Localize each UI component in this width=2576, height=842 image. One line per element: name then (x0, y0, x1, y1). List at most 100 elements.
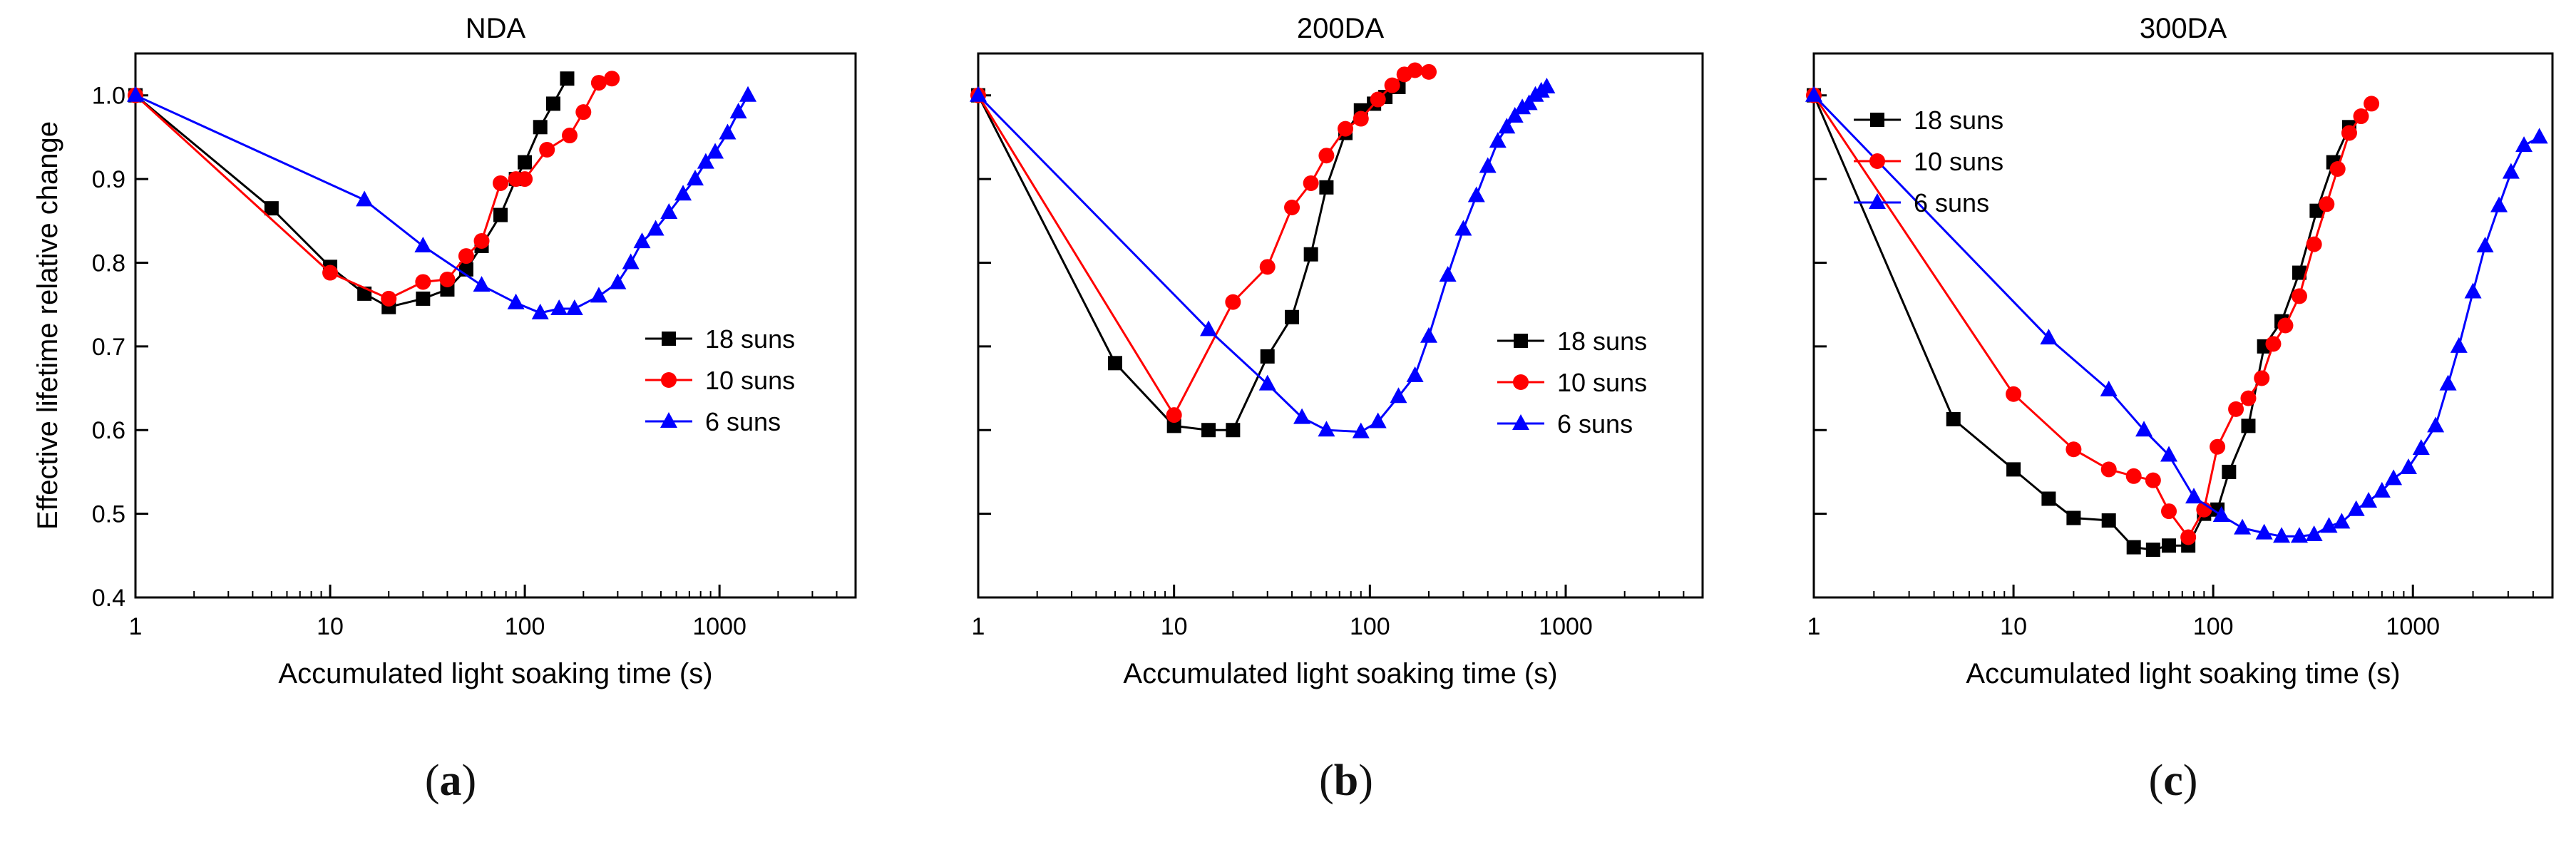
x-tick-label: 10 (317, 613, 344, 640)
data-point-6-suns (531, 303, 549, 319)
data-point-6-suns (2040, 329, 2058, 345)
data-point-18-suns (1303, 247, 1318, 262)
x-axis-label: Accumulated light soaking time (s) (278, 658, 712, 689)
plot-frame (1812, 52, 2554, 599)
data-point-6-suns (565, 299, 583, 316)
panel-200da: 200DA 1 10 100 1000 Accumulated light soaking… (970, 13, 1704, 689)
data-point-6-suns (1454, 220, 1472, 236)
x-tick-label: 100 (2193, 613, 2234, 640)
data-point-6-suns (2100, 380, 2118, 396)
series-6-suns (1805, 86, 2548, 543)
legend-label: 18 suns (1914, 106, 2003, 135)
data-point-10-suns (473, 232, 490, 249)
series-10-suns (1806, 87, 2380, 545)
data-point-6-suns (1805, 86, 1822, 102)
data-point-6-suns (414, 236, 432, 252)
legend: 18 suns 10 suns 6 suns (645, 324, 795, 436)
series-18-suns (1807, 88, 2356, 558)
plot-frame (134, 52, 857, 599)
series-line-10-suns (134, 77, 612, 300)
panel-nda: NDA 1 10 100 1000 0.4 0.5 0.6 0.7 0.8 0.9 1.0 Accumu… (32, 13, 857, 689)
series-18-suns (971, 79, 1406, 438)
data-point-6-suns (1318, 421, 1335, 437)
legend: 18 suns 10 suns 6 suns (1497, 327, 1647, 438)
data-point-6-suns (1498, 118, 1516, 134)
data-point-10-suns (2161, 503, 2177, 520)
legend-label: 6 suns (705, 407, 781, 436)
data-point-6-suns (1520, 94, 1538, 111)
data-point-10-suns (2254, 370, 2270, 386)
data-point-6-suns (1352, 422, 1370, 438)
series-line-18-suns (1812, 95, 2351, 551)
data-point-6-suns (697, 153, 714, 169)
data-point-18-suns (545, 96, 560, 111)
data-point-6-suns (2273, 527, 2291, 543)
data-point-18-suns (493, 207, 508, 222)
data-point-6-suns (473, 276, 491, 292)
data-point-18-suns (1201, 423, 1216, 438)
data-point-10-suns (1353, 111, 1369, 127)
legend-label: 10 suns (705, 366, 795, 395)
data-point-6-suns (127, 86, 144, 102)
data-point-10-suns (381, 290, 397, 307)
data-point-18-suns (1285, 309, 1300, 324)
data-point-10-suns (1284, 199, 1300, 215)
x-tick-label: 100 (1350, 613, 1390, 640)
data-point-6-suns (719, 123, 737, 140)
chart-title: 200DA (1297, 13, 1385, 44)
data-point-6-suns (1293, 408, 1311, 424)
data-point-10-suns (562, 128, 578, 144)
data-point-6-suns (2439, 374, 2457, 391)
data-point-6-suns (1538, 77, 1556, 93)
data-point-10-suns (2145, 472, 2161, 488)
data-point-18-suns (1107, 356, 1122, 371)
x-tick-label: 10 (2000, 613, 2027, 640)
data-point-10-suns (2364, 96, 2380, 112)
data-point-10-suns (322, 265, 339, 281)
series-line-10-suns (1812, 94, 2373, 540)
chart-title: 300DA (2140, 13, 2227, 44)
data-point-6-suns (660, 203, 678, 220)
data-point-10-suns (1370, 91, 1386, 108)
data-point-10-suns (2100, 461, 2117, 478)
data-point-18-suns (2101, 513, 2116, 528)
panel-label-a: (a) (424, 756, 477, 805)
data-point-10-suns (2265, 336, 2282, 352)
x-tick-label: 100 (505, 613, 545, 640)
data-point-10-suns (1303, 175, 1319, 191)
data-point-6-suns (2347, 500, 2365, 516)
legend-label: 18 suns (1557, 327, 1647, 356)
data-point-6-suns (2160, 446, 2178, 462)
data-point-6-suns (2476, 236, 2494, 252)
legend-marker-18-suns (1514, 334, 1528, 348)
data-point-18-suns (2241, 419, 2256, 433)
data-point-6-suns (2502, 163, 2520, 179)
legend-marker-10-suns (661, 372, 677, 388)
data-point-6-suns (647, 220, 664, 236)
y-tick-label: 0.8 (92, 250, 125, 277)
series-line-6-suns (977, 86, 1548, 433)
data-point-10-suns (2006, 386, 2022, 402)
data-point-6-suns (1406, 366, 1424, 382)
data-point-10-suns (2319, 196, 2335, 212)
y-tick-label: 0.6 (92, 417, 125, 444)
data-point-6-suns (633, 232, 651, 249)
data-point-6-suns (2450, 337, 2468, 353)
data-point-6-suns (2373, 481, 2391, 498)
data-point-10-suns (539, 141, 555, 158)
data-point-10-suns (2306, 236, 2322, 252)
legend-marker-6-suns (1869, 193, 1886, 209)
data-point-6-suns (1200, 320, 1218, 337)
panel-300da: 300DA 1 10 100 1000 Accumulated light soaking… (1805, 13, 2554, 689)
data-point-6-suns (970, 86, 987, 102)
data-point-6-suns (1390, 387, 1407, 404)
legend-marker-18-suns (1870, 113, 1884, 127)
data-point-6-suns (2385, 469, 2403, 486)
x-tick-label: 1000 (2386, 613, 2440, 640)
data-point-6-suns (1514, 98, 1531, 115)
series-6-suns (127, 86, 757, 319)
x-tick-label: 1000 (692, 613, 746, 640)
data-point-10-suns (439, 271, 456, 287)
chart-title: NDA (466, 13, 526, 44)
data-point-6-suns (2333, 513, 2351, 529)
